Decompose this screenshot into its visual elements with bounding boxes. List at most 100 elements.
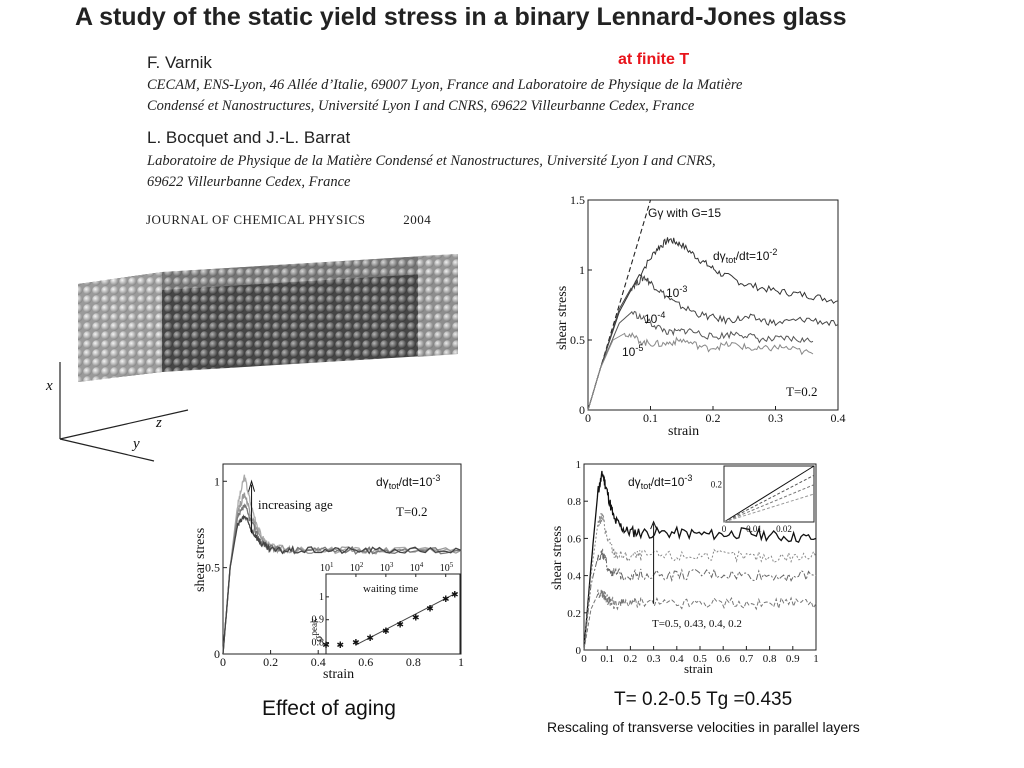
inset-point: ✱ xyxy=(337,640,345,650)
x-tick-label: 0.4 xyxy=(831,411,846,425)
x-axis-label: strain xyxy=(323,667,354,682)
inset-y-tick-label: 1 xyxy=(319,592,324,603)
series-label-1e-5: 10-5 xyxy=(622,343,643,359)
series-line xyxy=(587,310,814,411)
x-tick-label: 0.6 xyxy=(716,653,730,665)
inset-point: ✱ xyxy=(322,640,330,650)
y-tick-label: 1.5 xyxy=(570,193,585,207)
elastic-line-label: Gγ with G=15 xyxy=(648,206,721,220)
series-line xyxy=(583,470,817,651)
y-tick-label: 0.2 xyxy=(567,608,581,620)
x-tick-label: 0.6 xyxy=(358,655,373,669)
series-line xyxy=(583,513,817,651)
particle-slab xyxy=(78,254,458,382)
x-tick-label: 0 xyxy=(581,653,587,665)
y-tick-label: 0 xyxy=(214,647,220,661)
series-label-exp: -5 xyxy=(635,343,643,353)
chart-temperature: 0 0.1 0.2 0.3 0.4 0.5 0.6 0.7 0.8 0.9 1 0 0.2 0.4 0.6 0… xyxy=(550,459,819,676)
rate-label-prefix: dγ xyxy=(713,249,726,263)
temperature-label: T=0.2 xyxy=(396,504,428,519)
rate-label-sub: tot xyxy=(641,481,652,491)
rate-label: dγtot/dt=10-3 xyxy=(376,473,440,491)
inset-point: ✱ xyxy=(352,638,360,648)
authors-bocquet-barrat: L. Bocquet and J.-L. Barrat xyxy=(147,128,351,147)
rate-label-exp: -3 xyxy=(432,473,440,483)
x-tick-label: 1 xyxy=(813,653,819,665)
inset-y-symbol: σ xyxy=(311,635,325,642)
inset-x-tick-label: 0.01 xyxy=(746,524,762,534)
y-tick-label: 0.6 xyxy=(567,533,581,545)
paper-title: A study of the static yield stress in a … xyxy=(75,3,847,31)
x-tick-label: 0.1 xyxy=(600,653,614,665)
chart-aging: 0 0.2 0.4 0.6 0.8 100.51 strain shear stress … xyxy=(193,463,464,682)
series-label-base: 10 xyxy=(644,312,658,326)
rate-label-prefix: dγ xyxy=(376,475,389,489)
chart1-marks: 0 0.1 0.2 0.3 0.4 0 0.5 1 1.5 xyxy=(570,193,846,425)
axis-y-label: y xyxy=(131,436,140,452)
x-tick-label: 0.3 xyxy=(768,411,783,425)
axis-x-label: x xyxy=(45,378,53,394)
y-tick-label: 0.4 xyxy=(567,571,581,583)
age-arrow-head xyxy=(248,479,256,492)
y-tick-label: 1 xyxy=(214,474,220,488)
arrow-label: T=0.5, 0.43, 0.4, 0.2 xyxy=(652,618,742,630)
inset-y-sup: peak xyxy=(309,618,319,635)
x-tick-label: 0.1 xyxy=(643,411,658,425)
plot-frame xyxy=(587,199,839,411)
y-axis-label: shear stress xyxy=(550,526,565,590)
inset-y-label: σpeak xyxy=(309,618,325,642)
series-label-exp: -4 xyxy=(657,310,665,320)
inset-x-tick-label: 104 xyxy=(410,561,424,574)
y-tick-label: 1 xyxy=(579,263,585,277)
inset-point: ✱ xyxy=(451,590,459,600)
x-tick-label: 0.3 xyxy=(647,653,661,665)
inset-x-tick-label: 0.02 xyxy=(776,524,792,534)
coordinate-axes xyxy=(59,362,189,462)
y-tick-label: 0.5 xyxy=(205,561,220,575)
inset-point: ✱ xyxy=(426,603,434,613)
chart3-marks: 0 0.1 0.2 0.3 0.4 0.5 0.6 0.7 0.8 0.9 1 0 0.2 0.4 0.6 0… xyxy=(567,459,819,665)
series-line xyxy=(587,237,839,411)
series-line xyxy=(222,492,462,655)
series-line xyxy=(583,548,817,651)
inset-series-line xyxy=(723,474,815,523)
inset-y-tick-label: 0.8 xyxy=(312,638,325,649)
caption-temperature: T= 0.2-0.5 Tg =0.435 xyxy=(614,689,793,710)
series-label-1e-4: 10-4 xyxy=(644,310,665,326)
y-tick-label: 0 xyxy=(579,403,585,417)
rate-label-1e-2: dγtot/dt=10-2 xyxy=(713,247,777,265)
rate-label-sub: tot xyxy=(726,255,737,265)
inset-series-line xyxy=(723,493,815,523)
inset-series-line xyxy=(723,484,815,523)
simulation-box-figure: x y z xyxy=(45,254,458,462)
inset-series-line xyxy=(723,465,815,523)
rate-label-suffix: /dt=10 xyxy=(651,475,685,489)
inset-point: ✱ xyxy=(366,633,374,643)
inset-point: ✱ xyxy=(412,612,420,622)
inset-x-tick-label: 102 xyxy=(350,561,364,574)
series-line xyxy=(222,514,462,655)
temperature-arrow-head xyxy=(650,520,658,530)
series-line xyxy=(587,274,839,411)
y-tick-label: 0 xyxy=(576,645,582,657)
inset-x-tick-label: 0 xyxy=(722,524,727,534)
rate-label-prefix: dγ xyxy=(628,475,641,489)
x-tick-label: 0.2 xyxy=(624,653,638,665)
affiliation-1-line-1: CECAM, ENS-Lyon, 46 Allée d’Italie, 6900… xyxy=(147,77,743,93)
y-axis-label: shear stress xyxy=(555,286,570,350)
x-tick-label: 0.4 xyxy=(311,655,326,669)
inset-frame xyxy=(325,573,461,655)
inset-point: ✱ xyxy=(382,626,390,636)
inset-y-tick-label: 0.2 xyxy=(711,480,722,490)
journal-name: JOURNAL OF CHEMICAL PHYSICS 2004 xyxy=(146,212,431,228)
series-line xyxy=(583,589,817,651)
arrow-label: increasing age xyxy=(258,497,333,512)
rate-label-sub: tot xyxy=(389,481,400,491)
inset-point: ✱ xyxy=(442,594,450,604)
rate-label-suffix: /dt=10 xyxy=(736,249,770,263)
x-tick-label: 1 xyxy=(458,655,464,669)
affiliation-2-line-2: 69622 Villeurbanne Cedex, France xyxy=(147,174,351,190)
rate-label-exp: -2 xyxy=(769,247,777,257)
inset-x-tick-label: 101 xyxy=(320,561,334,574)
x-tick-label: 0.4 xyxy=(670,653,684,665)
